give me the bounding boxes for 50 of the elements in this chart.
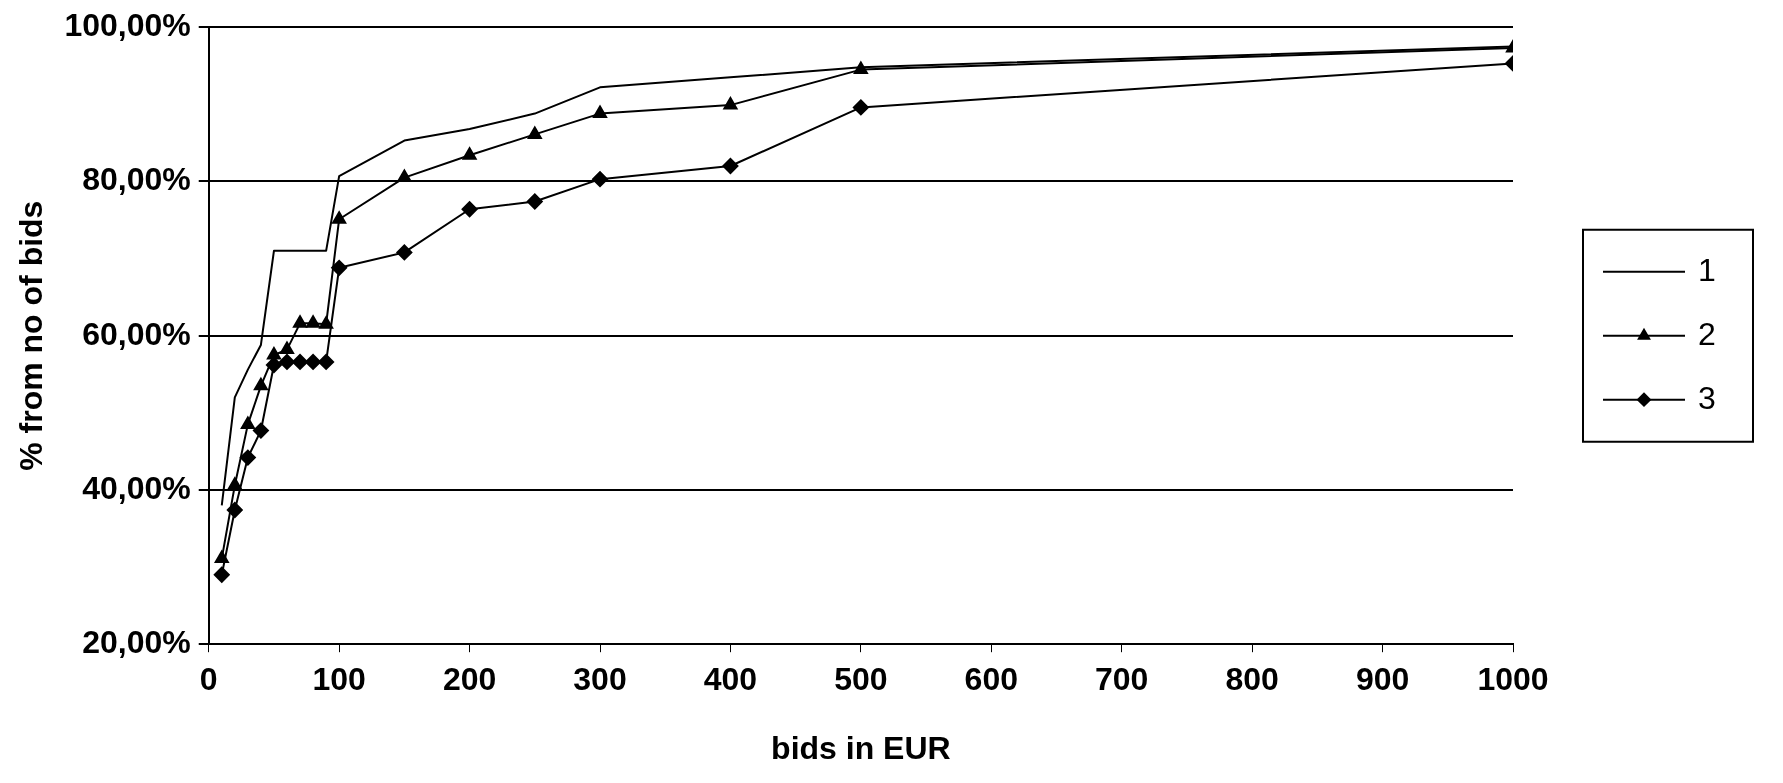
point xyxy=(318,353,335,370)
point xyxy=(253,377,268,391)
y-tick-label: 60,00% xyxy=(82,315,191,352)
point xyxy=(214,550,229,564)
point xyxy=(213,566,230,583)
x-tick-label: 1000 xyxy=(1477,661,1549,698)
point xyxy=(226,502,243,518)
point xyxy=(592,171,609,188)
point xyxy=(240,416,255,429)
point xyxy=(279,341,295,355)
x-tick-label: 500 xyxy=(834,661,888,698)
point xyxy=(722,158,739,175)
point xyxy=(292,315,308,328)
point xyxy=(592,105,608,119)
point xyxy=(319,316,334,329)
point xyxy=(461,201,478,218)
legend-label: 1 xyxy=(1698,251,1716,288)
point xyxy=(723,97,738,110)
point xyxy=(227,477,242,490)
point xyxy=(852,99,869,116)
legend-label: 2 xyxy=(1698,315,1716,352)
x-tick-label: 300 xyxy=(573,661,627,698)
x-tick-label: 600 xyxy=(964,661,1018,698)
point xyxy=(526,193,543,210)
y-tick-label: 20,00% xyxy=(82,624,191,661)
point xyxy=(292,353,309,370)
x-tick-label: 0 xyxy=(199,661,218,698)
point xyxy=(396,244,413,261)
point xyxy=(332,211,347,224)
x-tick-label: 200 xyxy=(442,661,497,698)
x-axis-title: bids in EUR xyxy=(771,729,951,766)
point xyxy=(266,346,281,360)
point xyxy=(278,353,295,370)
x-tick-label: 100 xyxy=(312,661,366,698)
point xyxy=(252,422,269,439)
y-axis-title: % from no of bids xyxy=(13,200,50,471)
point xyxy=(239,449,256,466)
x-tick-label: 800 xyxy=(1225,661,1279,698)
point xyxy=(462,147,477,160)
y-tick-label: 80,00% xyxy=(82,161,191,198)
x-tick-label: 900 xyxy=(1355,661,1410,698)
legend-label: 3 xyxy=(1698,379,1716,416)
y-tick-label: 100,00% xyxy=(64,7,191,44)
point xyxy=(527,126,542,139)
point xyxy=(305,353,322,370)
x-tick-label: 700 xyxy=(1095,661,1149,698)
y-tick-label: 40,00% xyxy=(82,469,191,506)
point xyxy=(331,259,348,276)
point xyxy=(306,315,321,328)
x-tick-label: 400 xyxy=(703,661,758,698)
